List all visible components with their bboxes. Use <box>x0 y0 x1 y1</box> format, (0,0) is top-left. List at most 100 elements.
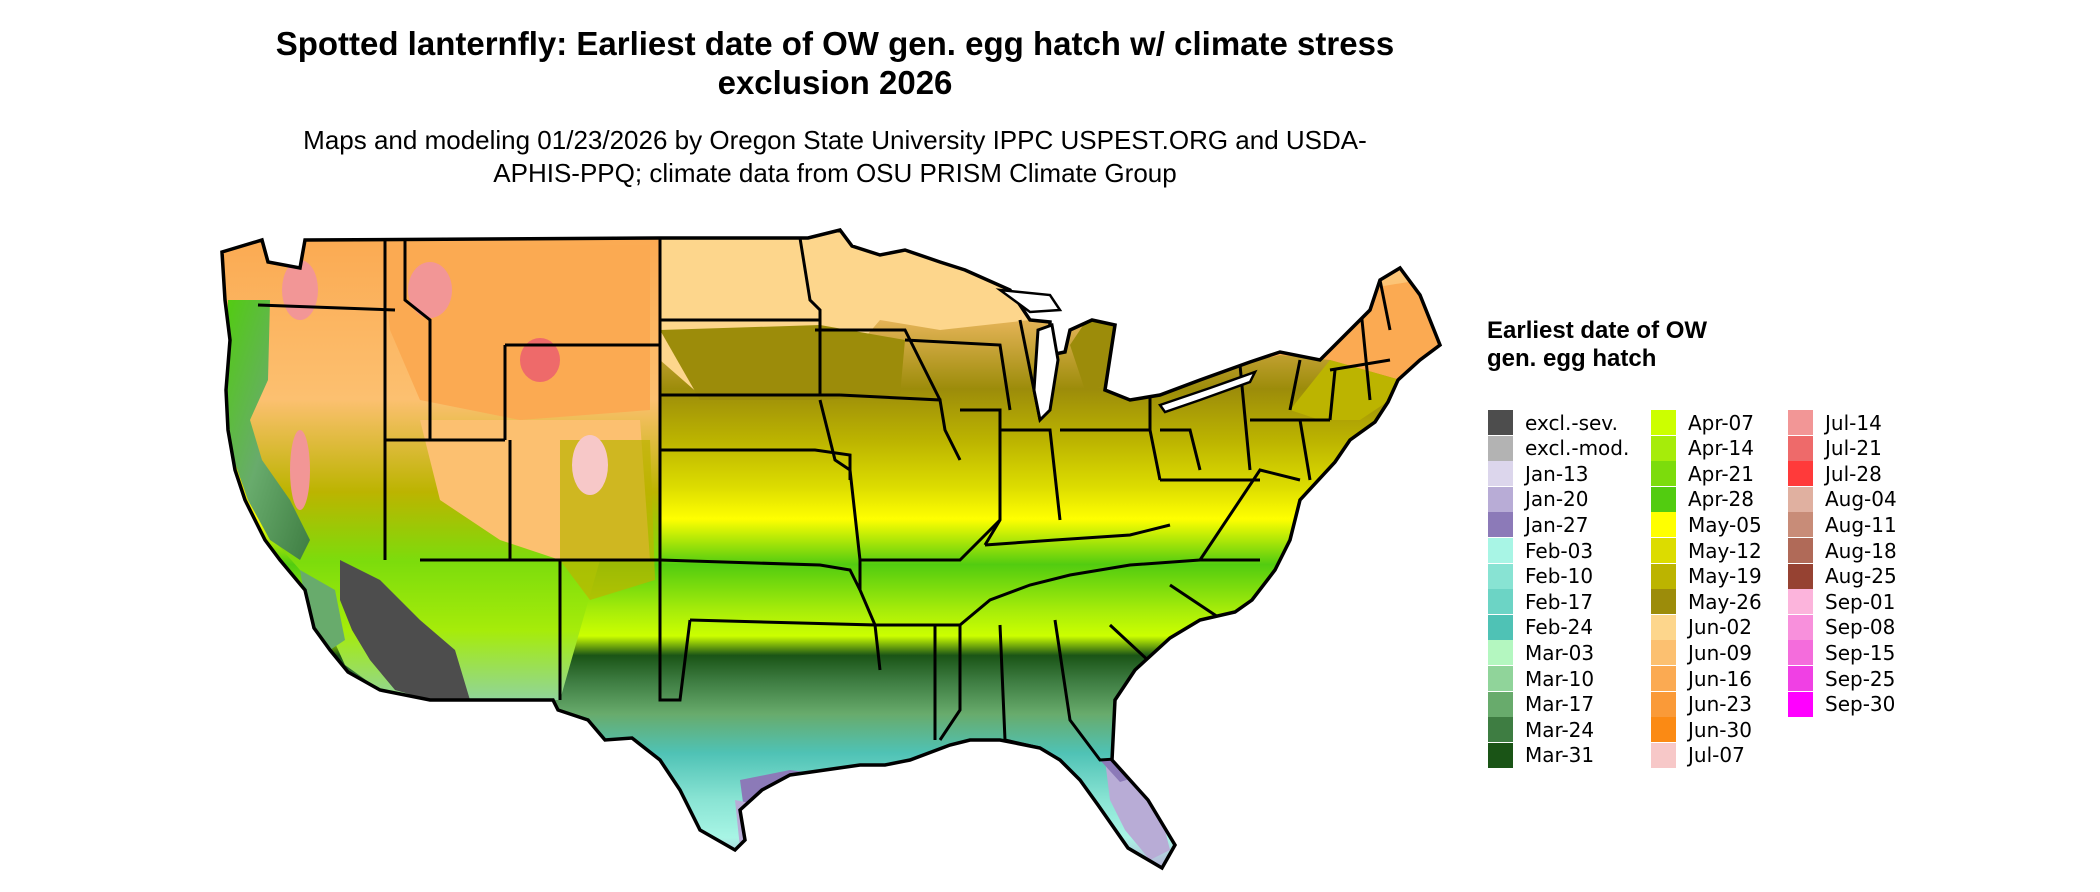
legend-swatch <box>1488 512 1513 538</box>
legend-item: May-19 <box>1651 563 1762 589</box>
legend-item: Sep-25 <box>1788 666 1895 691</box>
legend-item: May-05 <box>1651 512 1762 538</box>
legend-swatch <box>1488 640 1513 666</box>
legend-swatch <box>1488 563 1513 589</box>
legend-label: Jun-02 <box>1688 615 1752 640</box>
legend-label: Apr-28 <box>1688 487 1754 512</box>
lake-superior <box>995 288 1063 314</box>
legend-item: Sep-01 <box>1788 589 1896 615</box>
legend-item: Jun-30 <box>1651 717 1752 743</box>
legend-item: Apr-07 <box>1651 410 1754 435</box>
legend-label: Feb-03 <box>1525 538 1594 563</box>
map-title: Spotted lanternfly: Earliest date of OW … <box>275 25 1395 101</box>
legend-title: Earliest date of OW gen. egg hatch <box>1487 317 1708 372</box>
legend-swatch <box>1651 640 1676 666</box>
state-boundaries <box>257 237 1392 762</box>
legend-label: Apr-21 <box>1688 461 1754 486</box>
legend-swatch <box>1788 486 1813 512</box>
legend-swatch <box>1788 589 1813 615</box>
legend-label: Apr-07 <box>1688 410 1754 435</box>
legend-label: Apr-14 <box>1688 436 1754 461</box>
legend-swatch <box>1488 435 1513 461</box>
legend-label: Mar-10 <box>1525 666 1595 691</box>
legend-item: Feb-17 <box>1488 589 1594 615</box>
legend-label: Feb-10 <box>1525 564 1594 589</box>
legend-label: Jan-20 <box>1525 487 1589 512</box>
legend-item: Aug-04 <box>1788 486 1897 512</box>
legend-swatch <box>1651 614 1676 640</box>
legend-swatch <box>1488 461 1513 487</box>
legend-item: May-26 <box>1651 589 1762 615</box>
legend-label: Aug-18 <box>1825 538 1897 563</box>
legend-swatch <box>1788 666 1813 691</box>
legend-label: Sep-01 <box>1825 589 1896 614</box>
legend-item: Apr-21 <box>1651 461 1754 487</box>
egg-hatch-raster <box>222 230 1440 868</box>
legend-swatch <box>1651 742 1676 768</box>
legend-label: Aug-11 <box>1825 512 1897 537</box>
legend-item: Sep-15 <box>1788 640 1895 666</box>
legend-item: excl.-sev. <box>1488 410 1618 435</box>
legend-swatch <box>1651 435 1676 461</box>
legend-label: Aug-25 <box>1825 564 1897 589</box>
legend-swatch <box>1488 666 1513 691</box>
legend-label: Jun-23 <box>1688 692 1752 717</box>
legend-swatch <box>1788 640 1813 666</box>
legend-item: Apr-28 <box>1651 486 1754 512</box>
legend-swatch <box>1488 410 1513 435</box>
legend-label: Sep-30 <box>1825 692 1896 717</box>
legend-swatch <box>1788 614 1813 640</box>
legend-label: Jul-28 <box>1825 461 1882 486</box>
legend-swatch <box>1651 512 1676 538</box>
legend-item: Aug-11 <box>1788 512 1897 538</box>
legend-item: Feb-03 <box>1488 538 1593 563</box>
legend-swatch <box>1651 563 1676 589</box>
legend-label: Mar-03 <box>1525 640 1595 665</box>
legend-swatch <box>1651 486 1676 512</box>
legend-item: May-12 <box>1651 538 1762 563</box>
legend-label: May-12 <box>1688 538 1762 563</box>
legend-swatch <box>1488 717 1513 743</box>
legend-swatch <box>1488 742 1513 768</box>
legend-swatch <box>1788 538 1813 563</box>
legend-label: Jul-21 <box>1825 436 1882 461</box>
legend-item: Apr-14 <box>1651 435 1754 461</box>
legend-item: Jul-07 <box>1651 742 1745 768</box>
legend-swatch <box>1488 691 1513 717</box>
legend-swatch <box>1788 410 1813 435</box>
legend-item: Jan-27 <box>1488 512 1589 538</box>
legend-item: Mar-24 <box>1488 717 1595 743</box>
legend-label: Feb-24 <box>1525 615 1594 640</box>
legend-label: Sep-25 <box>1825 666 1896 691</box>
legend-item: Sep-30 <box>1788 691 1896 717</box>
legend-item: Jun-02 <box>1651 614 1752 640</box>
legend-item: Jul-21 <box>1788 435 1882 461</box>
legend-swatch <box>1651 589 1676 615</box>
legend-item: Aug-18 <box>1788 538 1897 563</box>
legend-swatch <box>1651 461 1676 487</box>
legend-swatch <box>1651 666 1676 691</box>
lake-erie <box>1158 369 1258 414</box>
legend-label: excl.-sev. <box>1525 410 1618 435</box>
legend-label: May-26 <box>1688 589 1762 614</box>
map-subtitle: Maps and modeling 01/23/2026 by Oregon S… <box>303 125 1367 188</box>
legend-item: Sep-08 <box>1788 614 1896 640</box>
legend-label: Feb-17 <box>1525 589 1594 614</box>
legend-item: Jul-14 <box>1788 410 1882 435</box>
legend-label: Jan-27 <box>1525 512 1589 537</box>
legend-label: Jul-14 <box>1825 410 1882 435</box>
legend-swatch <box>1488 486 1513 512</box>
legend-item: Aug-25 <box>1788 563 1897 589</box>
legend-item: Feb-10 <box>1488 563 1594 589</box>
legend-swatch <box>1651 691 1676 717</box>
legend-swatch <box>1488 589 1513 615</box>
legend-swatch <box>1651 410 1676 435</box>
legend-label: Jun-09 <box>1688 640 1752 665</box>
legend-item: Jan-20 <box>1488 486 1589 512</box>
legend-item: Mar-31 <box>1488 742 1594 768</box>
legend-label: Jan-13 <box>1525 461 1589 486</box>
legend-swatch <box>1788 461 1813 487</box>
legend-label: Mar-24 <box>1525 717 1595 742</box>
legend-label: Sep-08 <box>1825 615 1896 640</box>
